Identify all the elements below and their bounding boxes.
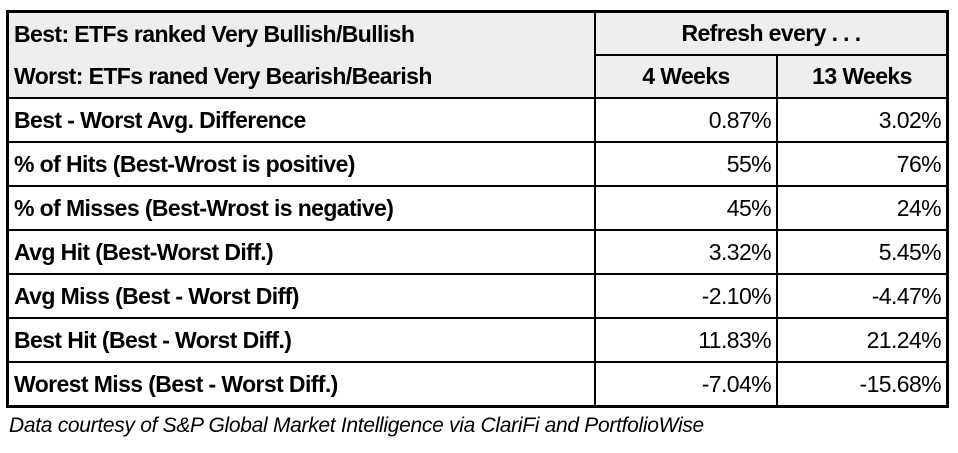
cell-4-weeks: 0.87% [594,97,778,143]
cell-13-weeks: 21.24% [776,317,949,363]
cell-4-weeks: -7.04% [594,361,778,408]
header-row-2: Worst: ETFs raned Very Bearish/Bearish 4… [6,54,949,99]
row-label: Avg Miss (Best - Worst Diff) [6,273,596,319]
row-label: Best - Worst Avg. Difference [6,97,596,143]
cell-4-weeks: 3.32% [594,229,778,275]
table-row: Avg Hit (Best-Worst Diff.) 3.32% 5.45% [6,229,949,275]
table-row: Best Hit (Best - Worst Diff.) 11.83% 21.… [6,317,949,363]
table-row: % of Hits (Best-Wrost is positive) 55% 7… [6,141,949,187]
source-caption: Data courtesy of S&P Global Market Intel… [9,414,704,437]
row-label: % of Hits (Best-Wrost is positive) [6,141,596,187]
results-table: Best: ETFs ranked Very Bullish/Bullish R… [6,10,949,408]
cell-13-weeks: 3.02% [776,97,949,143]
cell-4-weeks: 45% [594,185,778,231]
table-row: % of Misses (Best-Wrost is negative) 45%… [6,185,949,231]
worst-definition: Worst: ETFs raned Very Bearish/Bearish [6,55,596,98]
cell-13-weeks: -4.47% [776,273,949,319]
row-label: Avg Hit (Best-Worst Diff.) [6,229,596,275]
column-header-4-weeks: 4 Weeks [594,54,778,99]
table-row: Avg Miss (Best - Worst Diff) -2.10% -4.4… [6,273,949,319]
cell-13-weeks: -15.68% [776,361,949,408]
refresh-group-header: Refresh every . . . [594,10,949,56]
row-label: Worest Miss (Best - Worst Diff.) [6,361,596,408]
row-label: Best Hit (Best - Worst Diff.) [6,317,596,363]
row-label: % of Misses (Best-Wrost is negative) [6,185,596,231]
cell-4-weeks: -2.10% [594,273,778,319]
table-row: Best - Worst Avg. Difference 0.87% 3.02% [6,97,949,143]
cell-13-weeks: 24% [776,185,949,231]
cell-4-weeks: 55% [594,141,778,187]
header-row-1: Best: ETFs ranked Very Bullish/Bullish R… [6,10,949,56]
best-definition: Best: ETFs ranked Very Bullish/Bullish [6,11,596,55]
table-row: Worest Miss (Best - Worst Diff.) -7.04% … [6,361,949,408]
column-header-13-weeks: 13 Weeks [776,54,949,99]
cell-13-weeks: 5.45% [776,229,949,275]
cell-13-weeks: 76% [776,141,949,187]
cell-4-weeks: 11.83% [594,317,778,363]
